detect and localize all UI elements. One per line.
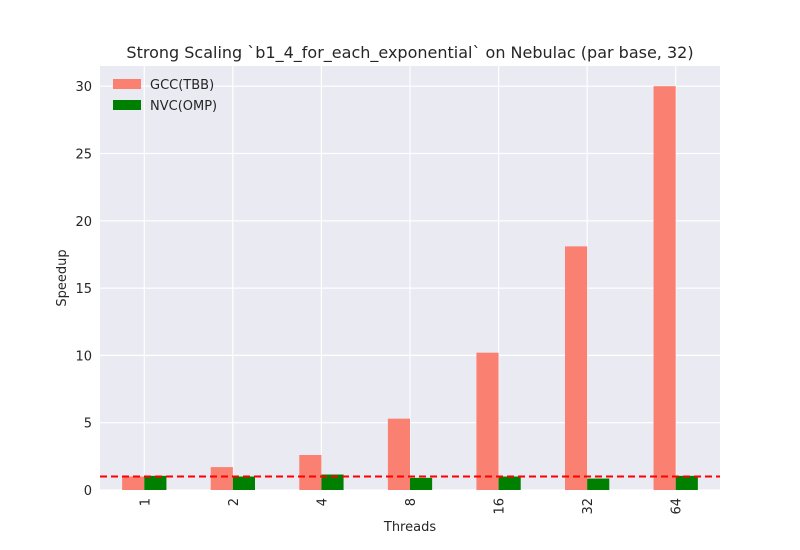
bar-nvc-omp-16 xyxy=(498,476,521,490)
legend-label-nvc-omp: NVC(OMP) xyxy=(150,99,217,114)
bar-nvc-omp-32 xyxy=(587,478,610,490)
legend-swatch-nvc-omp xyxy=(113,100,141,110)
y-tick-label: 25 xyxy=(75,147,92,162)
legend-swatch-gcc-tbb xyxy=(113,79,141,89)
y-axis-label: Speedup xyxy=(55,249,70,306)
y-tick-label: 20 xyxy=(75,215,92,230)
y-tick-label: 0 xyxy=(84,484,92,499)
bar-gcc-tbb-8 xyxy=(387,418,410,490)
x-tick-label: 2 xyxy=(227,498,242,506)
bar-gcc-tbb-64 xyxy=(653,86,676,490)
y-tick-label: 15 xyxy=(75,282,92,297)
x-tick-label: 16 xyxy=(493,498,508,515)
bar-nvc-omp-2 xyxy=(232,476,255,490)
y-axis-ticks: 0 5 10 15 20 25 30 xyxy=(75,80,92,499)
bar-gcc-tbb-16 xyxy=(476,352,499,490)
bar-nvc-omp-8 xyxy=(410,477,433,490)
bar-gcc-tbb-2 xyxy=(210,467,233,490)
chart-title: Strong Scaling `b1_4_for_each_exponentia… xyxy=(126,43,693,63)
y-tick-label: 10 xyxy=(75,349,92,364)
bars xyxy=(122,86,698,490)
x-axis-ticks: 1 2 4 8 16 32 64 xyxy=(138,498,684,515)
x-tick-label: 32 xyxy=(581,498,596,515)
x-tick-label: 1 xyxy=(138,498,153,506)
bar-gcc-tbb-32 xyxy=(565,246,588,490)
bar-nvc-omp-1 xyxy=(144,475,167,490)
bar-gcc-tbb-1 xyxy=(122,476,145,490)
x-tick-label: 8 xyxy=(404,498,419,506)
y-tick-label: 30 xyxy=(75,80,92,95)
legend: GCC(TBB) NVC(OMP) xyxy=(113,78,217,114)
y-tick-label: 5 xyxy=(84,417,92,432)
x-tick-label: 4 xyxy=(315,498,330,506)
bar-gcc-tbb-4 xyxy=(299,455,322,490)
x-tick-label: 64 xyxy=(670,498,685,515)
x-axis-label: Threads xyxy=(383,520,436,535)
legend-label-gcc-tbb: GCC(TBB) xyxy=(150,78,214,93)
bar-nvc-omp-64 xyxy=(675,475,698,490)
bar-nvc-omp-4 xyxy=(321,474,344,490)
